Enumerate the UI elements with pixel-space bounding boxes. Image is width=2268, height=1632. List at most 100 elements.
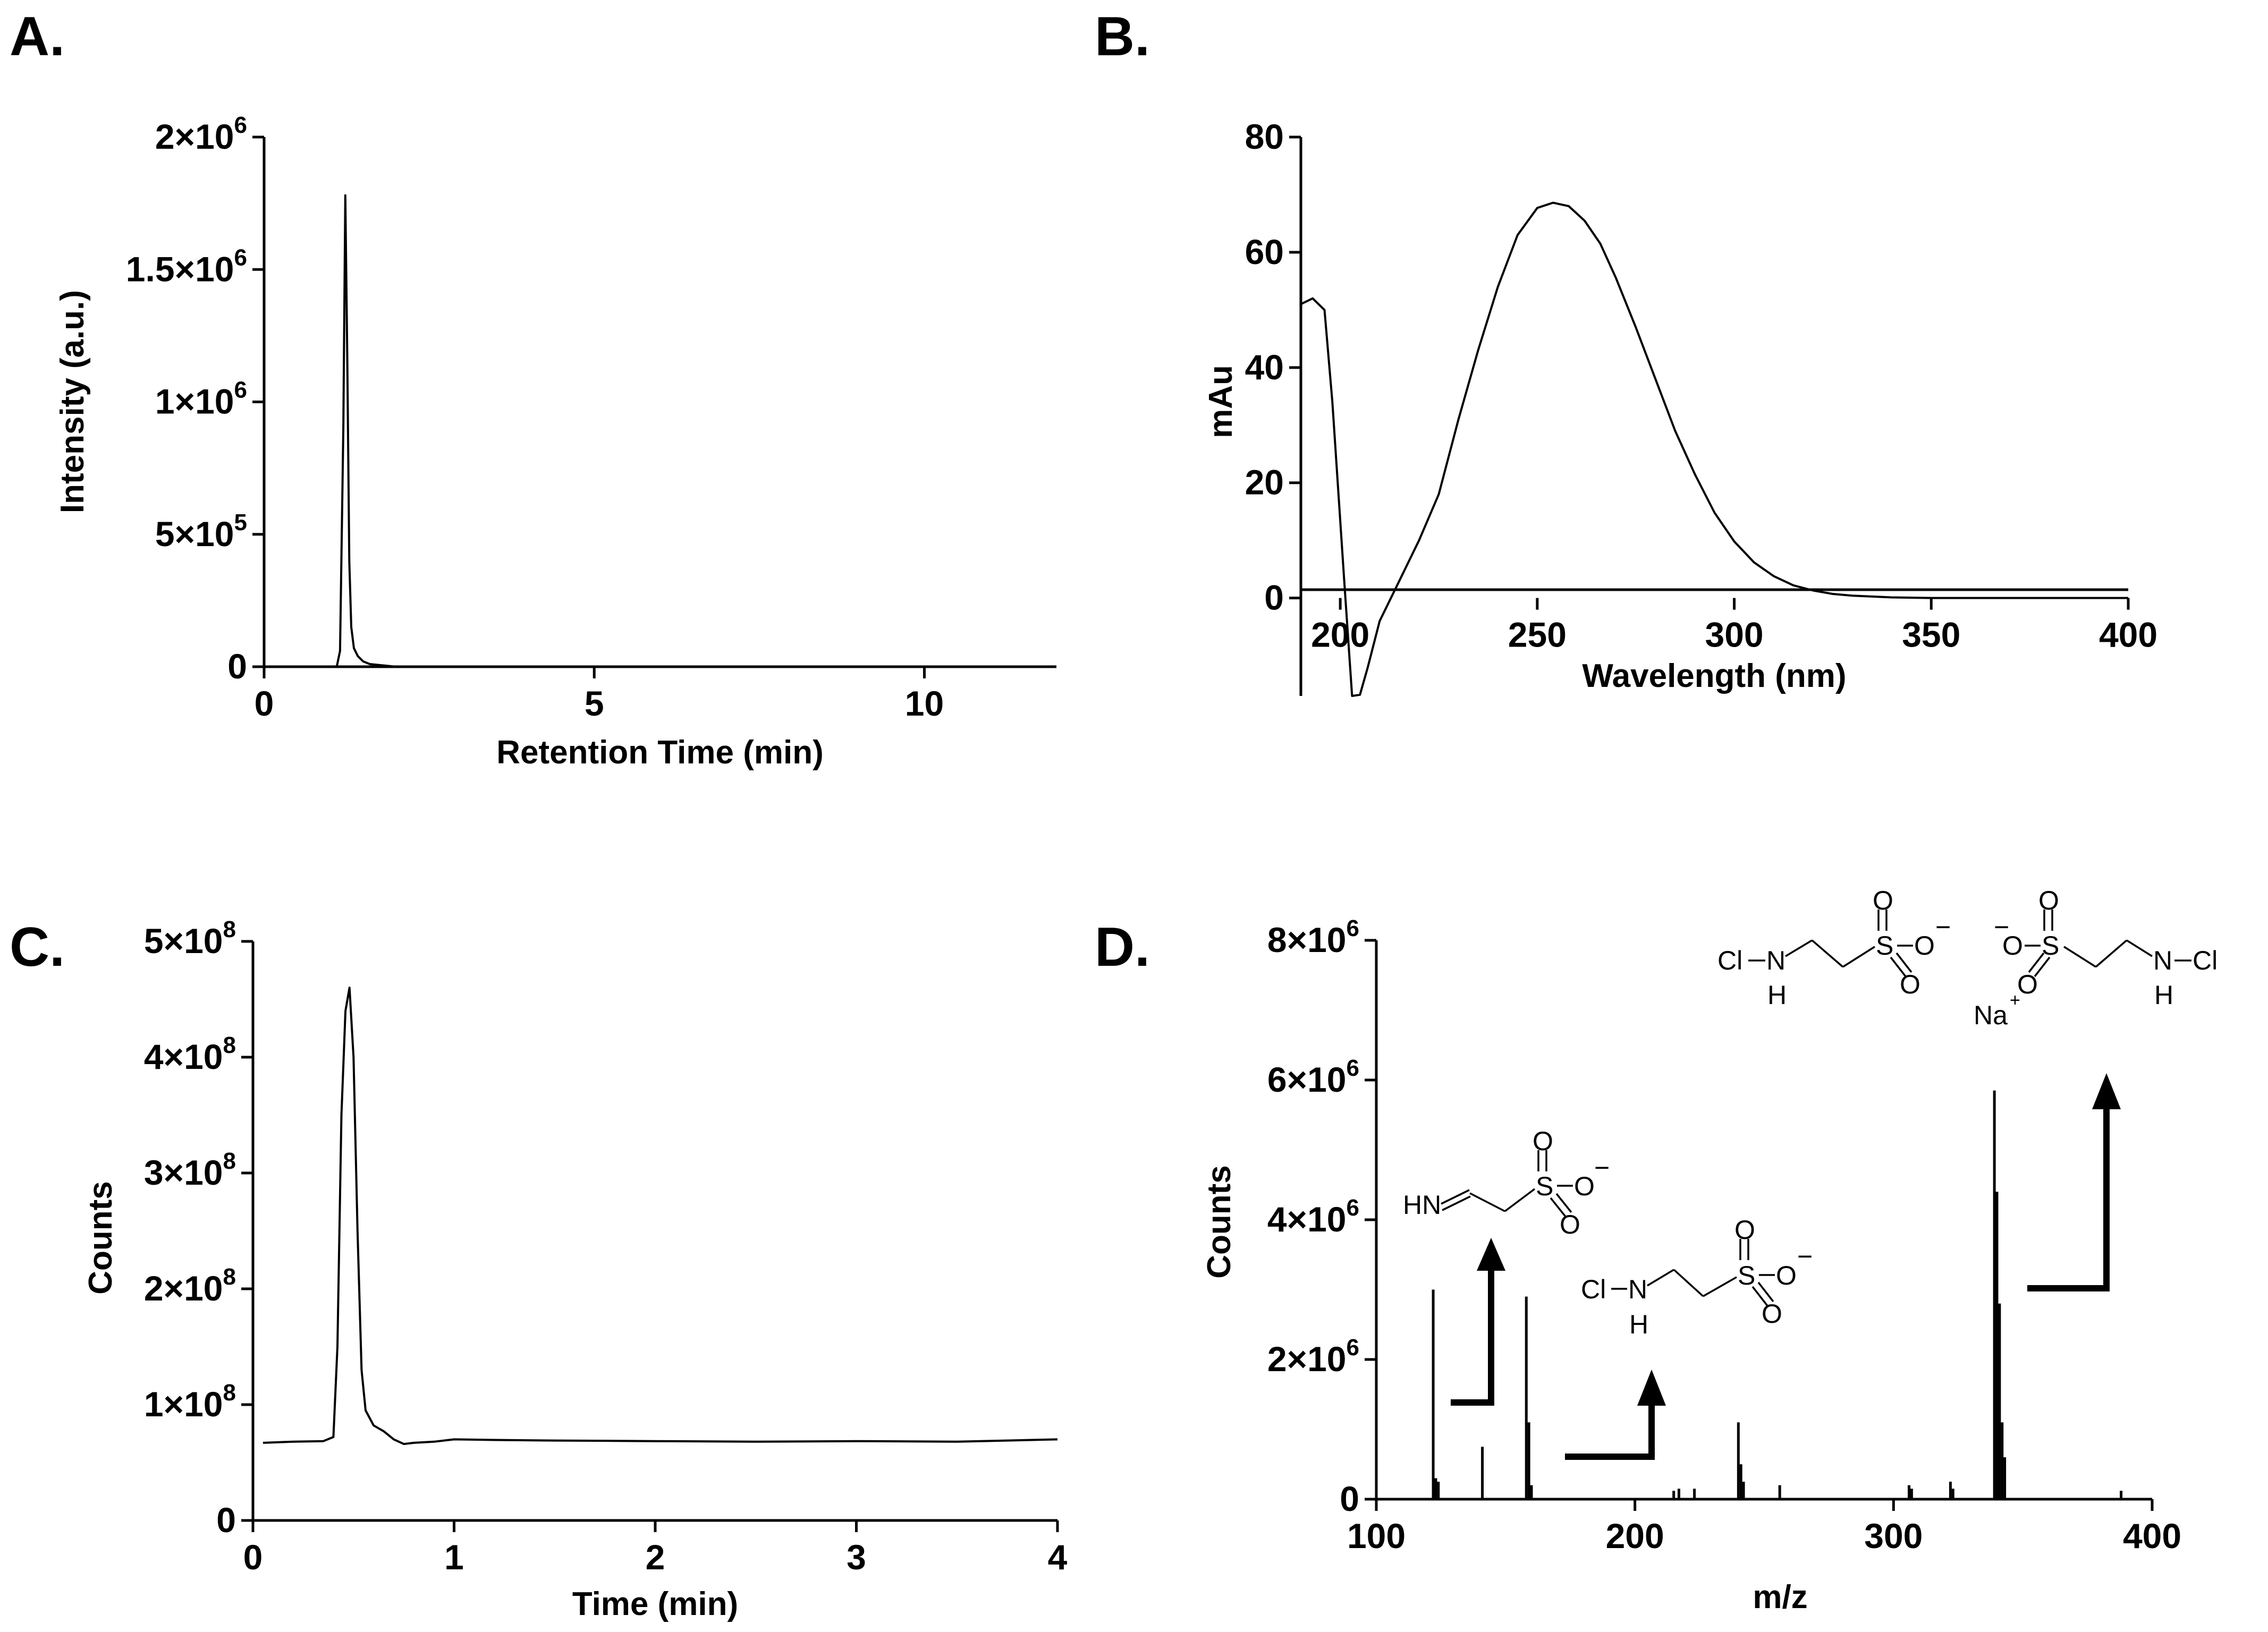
imine-o-right: O	[1574, 1171, 1595, 1201]
panel-label-d: D.	[1095, 916, 1150, 978]
structure-sodium-adduct: Cl N H S O O − O Na + − O S O	[1717, 886, 2218, 1030]
imine-o-top: O	[1533, 1126, 1553, 1156]
c-y-tick-label: 4×108	[144, 1032, 236, 1076]
b-y-tick-label: 80	[1245, 117, 1284, 156]
c-x-tick-label: 0	[243, 1537, 263, 1577]
a-y-tick-label: 1.5×106	[126, 244, 247, 288]
d-y-title: Counts	[1201, 1165, 1238, 1279]
chloramine-bond	[1757, 1281, 1774, 1303]
a-y-tick-label: 0	[227, 647, 247, 686]
c-x-tick-label: 1	[444, 1537, 464, 1577]
d-x-tick-label: 300	[1864, 1516, 1923, 1556]
a-y-tick-label: 1×106	[155, 377, 247, 421]
c-x-tick-label: 4	[1048, 1537, 1068, 1577]
adduct-bond	[1811, 939, 1844, 968]
arrow-chloramine	[1565, 1402, 1655, 1460]
adduct-bond	[2063, 946, 2096, 968]
c-y-tick-label: 3×108	[144, 1148, 236, 1192]
imine-bond	[1469, 1192, 1505, 1212]
structure-chloramine: Cl N H S O O − O	[1581, 1215, 1813, 1339]
b-y-tick-label: 40	[1245, 347, 1284, 387]
c-y-tick-label: 5×108	[144, 916, 236, 960]
b-series-line	[1300, 201, 2128, 697]
adduct-s-left: S	[1876, 931, 1893, 960]
adduct-bond	[1895, 952, 1912, 973]
c-series-line	[263, 987, 1058, 1446]
adduct-bond	[1785, 939, 1813, 957]
imine-bond	[1550, 1197, 1567, 1218]
chloramine-o-top: O	[1734, 1215, 1755, 1245]
adduct-o-right-top: O	[2038, 886, 2059, 915]
a-x-tick-label: 10	[905, 684, 944, 723]
structure-imine: HN S O O − O	[1403, 1126, 1610, 1239]
arrow-sodium-adduct	[2027, 1106, 2110, 1291]
adduct-minus-right: −	[1994, 912, 2009, 942]
a-series-line	[264, 194, 1056, 668]
b-y-tick-label: 20	[1245, 463, 1284, 502]
imine-bond	[1442, 1195, 1471, 1211]
panel-label-c: C.	[10, 916, 65, 978]
adduct-bond	[1842, 946, 1875, 968]
imine-s: S	[1536, 1171, 1553, 1201]
chloramine-bond	[1673, 1269, 1704, 1297]
chloramine-bond	[1751, 1286, 1768, 1307]
chloramine-h: H	[1629, 1310, 1648, 1339]
d-x-tick-label: 100	[1347, 1516, 1406, 1556]
chloramine-cl: Cl	[1581, 1274, 1606, 1304]
adduct-o-left-top: O	[1873, 886, 1893, 915]
adduct-na: Na	[1974, 1000, 2008, 1030]
c-x-tick-label: 2	[646, 1537, 665, 1577]
imine-hn: HN	[1403, 1190, 1441, 1220]
b-y-tick-label: 60	[1245, 232, 1284, 271]
panel-label-b: B.	[1095, 6, 1150, 67]
chloramine-o-bottom: O	[1762, 1299, 1782, 1329]
adduct-o-right-left: O	[2002, 931, 2023, 960]
d-x-tick-label: 200	[1606, 1516, 1664, 1556]
a-y-title: Intensity (a.u.)	[54, 290, 91, 513]
adduct-minus-left: −	[1935, 912, 1951, 942]
b-x-title: Wavelength (nm)	[1582, 658, 1846, 694]
adduct-o-left-bottom: O	[1900, 970, 1920, 999]
d-x-title: m/z	[1753, 1579, 1807, 1616]
panel-d: 100 200 300 400 0 2×106 4×106 6×106 8×106 m/z Co…	[1201, 886, 2218, 1616]
adduct-cl-left: Cl	[1717, 946, 1742, 975]
imine-bond	[1555, 1193, 1572, 1213]
c-y-tick-label: 0	[216, 1500, 236, 1540]
arrow-sodium-adduct-head	[2092, 1073, 2121, 1109]
a-y-tick-label: 2×106	[155, 112, 247, 156]
c-x-tick-label: 3	[847, 1537, 866, 1577]
c-y-tick-label: 2×108	[144, 1264, 236, 1308]
a-x-title: Retention Time (min)	[496, 734, 823, 771]
adduct-o-left-right: O	[1914, 931, 1935, 960]
adduct-bond	[2126, 939, 2153, 957]
b-x-tick-label: 350	[1902, 615, 1960, 654]
a-x-tick-label: 0	[255, 684, 274, 723]
adduct-o-right-bottom: O	[2017, 970, 2038, 999]
b-x-tick-label: 200	[1311, 615, 1369, 654]
d-y-tick-label: 4×106	[1267, 1195, 1359, 1239]
adduct-n-right: N	[2153, 946, 2172, 975]
arrow-imine	[1451, 1267, 1494, 1406]
b-y-title: mAu	[1203, 365, 1239, 438]
chloramine-bond	[1647, 1269, 1674, 1287]
adduct-h-left: H	[1767, 980, 1787, 1010]
c-x-title: Time (min)	[572, 1586, 738, 1622]
adduct-bond	[2034, 956, 2051, 978]
imine-bond	[1441, 1189, 1470, 1205]
d-y-tick-label: 6×106	[1267, 1055, 1359, 1099]
adduct-bond	[2095, 939, 2128, 968]
b-x-tick-label: 300	[1705, 615, 1764, 654]
b-x-tick-label: 250	[1508, 615, 1567, 654]
d-x-tick-label: 400	[2123, 1516, 2181, 1556]
adduct-n-left: N	[1766, 946, 1785, 975]
panel-c: 0 1 2 3 4 0 1×108 2×108 3×108 4×108 5×108 Time (mi…	[82, 916, 1068, 1622]
chloramine-o-right: O	[1776, 1261, 1797, 1290]
a-y-tick-label: 5×105	[155, 509, 247, 554]
adduct-s-right: S	[2042, 931, 2059, 960]
panel-b: 200 250 300 350 400 0 20 40 60 80 Wavelength (nm)…	[1203, 117, 2157, 697]
d-y-tick-label: 2×106	[1267, 1334, 1359, 1379]
panel-label-a: A.	[10, 6, 65, 67]
c-y-title: Counts	[82, 1181, 119, 1295]
b-y-tick-label: 0	[1264, 578, 1284, 617]
